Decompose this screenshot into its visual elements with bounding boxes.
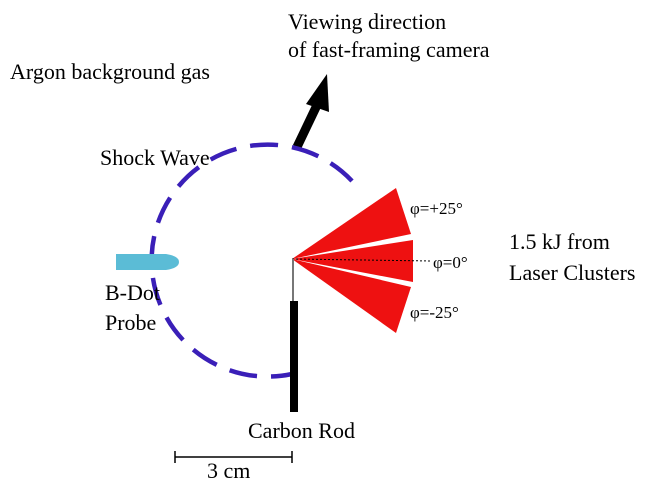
phi-minus25-label: φ=-25°	[410, 303, 459, 322]
scale-label: 3 cm	[207, 458, 250, 481]
bdot-label-1: B-Dot	[105, 280, 160, 305]
laser-wedge-zero	[292, 240, 413, 282]
viewing-direction-label-2: of fast-framing camera	[288, 37, 490, 62]
laser-beams	[292, 188, 413, 333]
laser-wedge-plus25	[292, 188, 411, 259]
bdot-label-2: Probe	[105, 310, 156, 335]
shock-wave-label: Shock Wave	[100, 145, 210, 170]
scale-bar	[174, 451, 293, 463]
bdot-probe	[116, 254, 179, 270]
camera-arrow-head	[306, 74, 329, 112]
carbon-rod-label: Carbon Rod	[248, 418, 355, 443]
phi-plus25-label: φ=+25°	[410, 199, 463, 218]
laser-energy-label-1: 1.5 kJ from	[509, 229, 610, 254]
carbon-rod	[290, 301, 298, 412]
laser-wedge-minus25	[292, 259, 411, 333]
background-gas-label: Argon background gas	[10, 59, 210, 84]
axis-line-phi-zero	[291, 258, 433, 262]
camera-arrow-shaft	[292, 101, 323, 149]
laser-energy-label-2: Laser Clusters	[509, 260, 635, 285]
camera-arrow	[292, 74, 329, 149]
viewing-direction-label-1: Viewing direction	[288, 9, 446, 34]
phi-zero-label: φ=0°	[433, 253, 468, 272]
